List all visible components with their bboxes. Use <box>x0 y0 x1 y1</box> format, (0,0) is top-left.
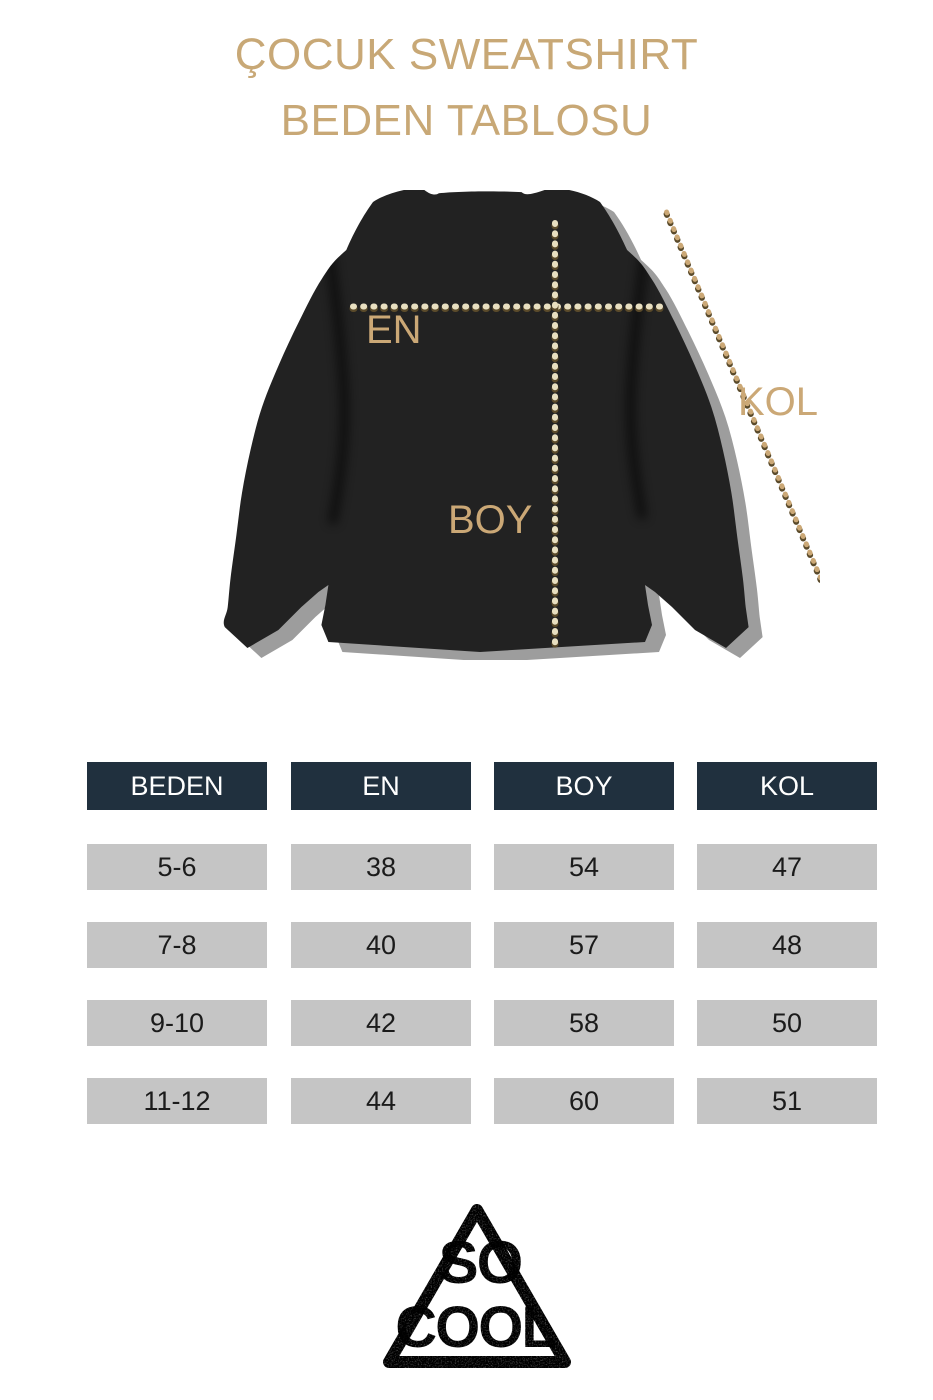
svg-text:SO: SO <box>439 1229 522 1296</box>
svg-text:COOL: COOL <box>395 1295 555 1360</box>
